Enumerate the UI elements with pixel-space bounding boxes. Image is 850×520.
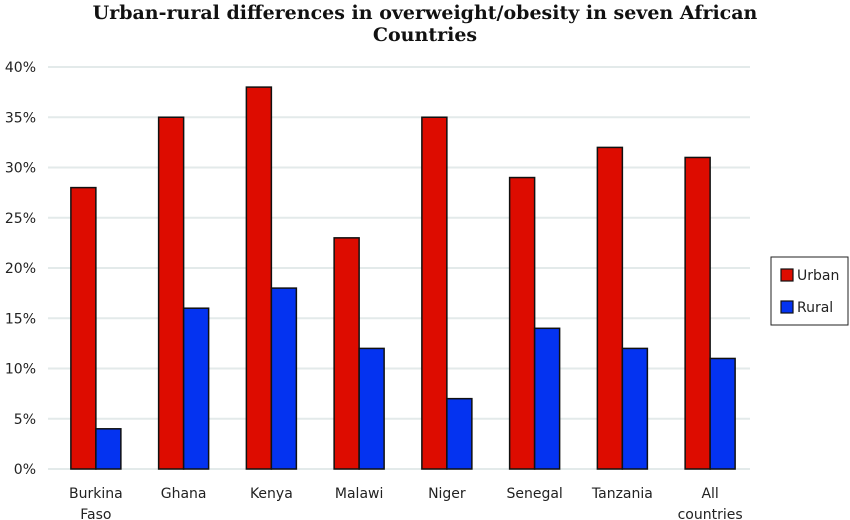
bar-urban bbox=[157, 116, 185, 470]
legend-label-urban: Urban bbox=[797, 268, 839, 284]
y-tick-label: 30% bbox=[5, 161, 36, 177]
bar-group bbox=[421, 116, 473, 470]
y-tick-label: 25% bbox=[5, 211, 36, 227]
bars bbox=[70, 86, 736, 470]
bar-rural bbox=[709, 357, 736, 470]
y-tick-label: 0% bbox=[14, 462, 36, 478]
bar-group bbox=[508, 176, 561, 470]
bar-rural bbox=[446, 397, 473, 470]
y-tick-label: 15% bbox=[5, 311, 36, 327]
bar-urban bbox=[333, 237, 360, 470]
y-axis: 0% 5% 10% 15% 20% 25% 30% 35% 40% bbox=[5, 60, 36, 478]
x-tick-label: Ghana bbox=[161, 486, 207, 502]
x-tick-label: Malawi bbox=[335, 486, 383, 502]
legend-swatch-urban bbox=[780, 268, 794, 282]
bar-urban bbox=[421, 116, 448, 470]
bar-group bbox=[70, 186, 122, 470]
bar-rural bbox=[270, 287, 298, 470]
y-tick-label: 35% bbox=[5, 110, 36, 126]
chart-title: Urban-rural differences in overweight/ob… bbox=[0, 2, 850, 46]
chart-title-line-1: Urban-rural differences in overweight/ob… bbox=[92, 2, 758, 24]
x-axis: Burkina Faso Ghana Kenya Malawi Niger Senegal T… bbox=[69, 486, 743, 520]
legend: Urban Rural bbox=[770, 256, 849, 326]
chart-title-line-2: Countries bbox=[372, 24, 478, 46]
y-tick-label: 20% bbox=[5, 261, 36, 277]
legend-label-rural: Rural bbox=[797, 300, 833, 316]
bar-rural bbox=[182, 307, 210, 470]
x-tick-label: Senegal bbox=[506, 486, 562, 502]
bar-group bbox=[157, 116, 210, 470]
y-tick-label: 10% bbox=[5, 362, 36, 378]
x-tick-label: Tanzania bbox=[591, 486, 653, 502]
bar-urban bbox=[684, 156, 711, 470]
legend-box bbox=[770, 256, 849, 326]
bar-rural bbox=[533, 327, 561, 470]
bar-urban bbox=[508, 176, 536, 470]
y-tick-label: 5% bbox=[14, 412, 36, 428]
bar-group bbox=[596, 146, 649, 470]
x-tick-label: All countries bbox=[678, 486, 743, 520]
bar-rural bbox=[621, 347, 649, 470]
bar-urban bbox=[70, 186, 97, 470]
legend-swatch-rural bbox=[780, 300, 794, 314]
bar-rural bbox=[358, 347, 385, 470]
bar-group bbox=[333, 237, 385, 470]
bar-urban bbox=[245, 86, 273, 470]
x-tick-label: Kenya bbox=[250, 486, 293, 502]
x-tick-label: Burkina Faso bbox=[69, 486, 123, 520]
bar-urban bbox=[596, 146, 624, 470]
bar-rural bbox=[95, 428, 122, 470]
x-tick-label: Niger bbox=[428, 486, 466, 502]
bar-group bbox=[684, 156, 736, 470]
y-tick-label: 40% bbox=[5, 60, 36, 76]
bar-group bbox=[245, 86, 298, 470]
